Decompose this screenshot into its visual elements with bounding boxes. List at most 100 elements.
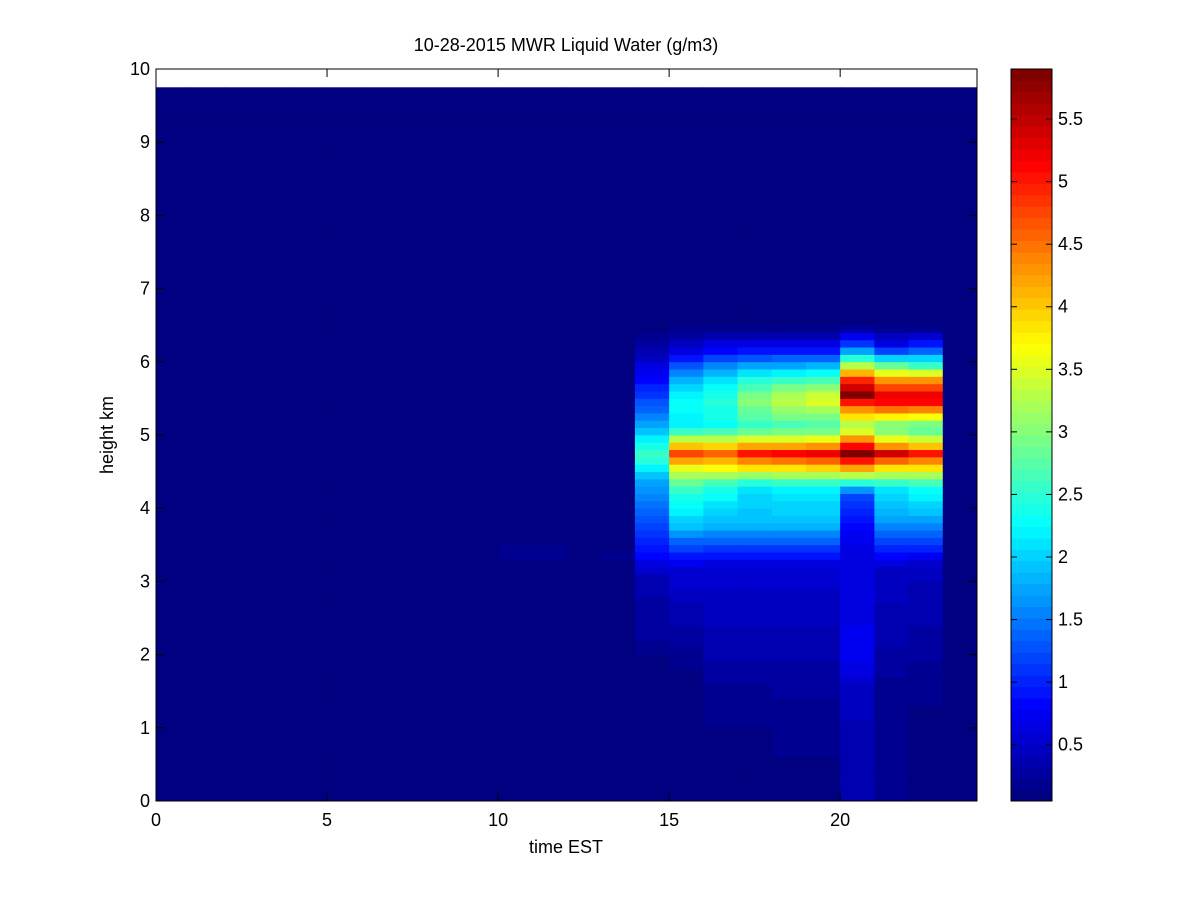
heatmap-cell: [771, 471, 807, 480]
heatmap-cell: [463, 647, 499, 655]
heatmap-cell: [190, 625, 225, 634]
heatmap-cell: [942, 310, 978, 319]
heatmap-cell: [874, 325, 909, 333]
heatmap-cell: [224, 661, 260, 670]
heatmap-cell: [498, 252, 533, 260]
heatmap-cell: [498, 522, 533, 531]
heatmap-cell: [840, 398, 875, 407]
heatmap-cell: [292, 376, 328, 385]
heatmap-cell: [600, 244, 636, 253]
heatmap-cell: [942, 793, 978, 802]
heatmap-cell: [258, 661, 294, 670]
heatmap-cell: [908, 288, 944, 297]
heatmap-cell: [292, 786, 328, 795]
heatmap-cell: [771, 281, 807, 289]
heatmap-cell: [840, 178, 875, 187]
heatmap-cell: [840, 383, 875, 392]
heatmap-cell: [190, 698, 225, 707]
heatmap-cell: [840, 281, 875, 289]
heatmap-cell: [498, 691, 533, 699]
heatmap-cell: [840, 112, 875, 121]
heatmap-cell: [634, 735, 670, 743]
heatmap-cell: [634, 654, 670, 663]
heatmap-cell: [327, 508, 362, 516]
heatmap-cell: [669, 742, 704, 751]
heatmap-cell: [498, 559, 533, 568]
heatmap-cell: [395, 552, 431, 560]
heatmap-cell: [292, 435, 328, 443]
heatmap-cell: [908, 142, 944, 150]
heatmap-cell: [771, 230, 807, 238]
heatmap-cell: [840, 727, 875, 736]
heatmap-cell: [634, 478, 670, 487]
heatmap-cell: [942, 713, 978, 721]
heatmap-cell: [771, 208, 807, 216]
heatmap-cell: [498, 603, 533, 612]
heatmap-cell: [942, 735, 978, 743]
heatmap-cell: [361, 325, 396, 333]
heatmap-cell: [327, 596, 362, 604]
colorbar-step: [1011, 663, 1052, 676]
heatmap-cell: [840, 230, 875, 238]
heatmap-cell: [703, 749, 738, 758]
heatmap-cell: [942, 398, 978, 407]
heatmap-cell: [669, 771, 704, 780]
heatmap-cell: [600, 632, 636, 641]
heatmap-cell: [805, 420, 841, 429]
heatmap-cell: [156, 361, 191, 370]
heatmap-cell: [566, 559, 602, 568]
heatmap-cell: [463, 603, 499, 612]
heatmap-cell: [224, 413, 260, 421]
heatmap-cell: [258, 552, 294, 560]
heatmap-cell: [463, 134, 499, 143]
heatmap-cell: [498, 171, 533, 180]
heatmap-cell: [498, 544, 533, 553]
heatmap-cell: [771, 149, 807, 158]
heatmap-cell: [703, 449, 738, 458]
heatmap-cell: [737, 398, 773, 407]
heatmap-cell: [805, 281, 841, 289]
heatmap-cell: [874, 639, 909, 648]
heatmap-cell: [669, 478, 704, 487]
colorbar-step: [1011, 103, 1052, 116]
heatmap-cell: [874, 559, 909, 568]
heatmap-cell: [190, 281, 225, 289]
heatmap-cell: [327, 281, 362, 289]
heatmap-cell: [703, 500, 738, 509]
heatmap-cell: [703, 705, 738, 714]
heatmap-cell: [874, 757, 909, 765]
heatmap-cell: [327, 705, 362, 714]
heatmap-cell: [840, 435, 875, 443]
heatmap-cell: [361, 98, 396, 106]
heatmap-cell: [600, 164, 636, 172]
heatmap-cell: [156, 303, 191, 311]
heatmap-cell: [942, 574, 978, 582]
heatmap-cell: [703, 127, 738, 136]
heatmap-cell: [737, 610, 773, 619]
heatmap-cell: [429, 735, 465, 743]
heatmap-cell: [908, 332, 944, 341]
heatmap-cell: [737, 178, 773, 187]
heatmap-cell: [566, 493, 602, 502]
heatmap-cell: [703, 193, 738, 202]
heatmap-cell: [327, 405, 362, 414]
heatmap-cell: [361, 87, 396, 92]
heatmap-cell: [908, 259, 944, 268]
heatmap-cell: [566, 625, 602, 634]
heatmap-cell: [292, 464, 328, 472]
heatmap-cell: [395, 295, 431, 304]
heatmap-cell: [703, 339, 738, 348]
heatmap-cell: [600, 676, 636, 685]
colorbar-step: [1011, 526, 1052, 539]
heatmap-cell: [874, 574, 909, 582]
heatmap-cell: [874, 449, 909, 458]
heatmap-cell: [429, 625, 465, 634]
heatmap-cell: [634, 332, 670, 341]
heatmap-cell: [224, 771, 260, 780]
heatmap-cell: [532, 705, 567, 714]
heatmap-cell: [498, 186, 533, 194]
heatmap-cell: [395, 632, 431, 641]
heatmap-cell: [156, 87, 191, 92]
heatmap-cell: [498, 149, 533, 158]
heatmap-cell: [566, 522, 602, 531]
